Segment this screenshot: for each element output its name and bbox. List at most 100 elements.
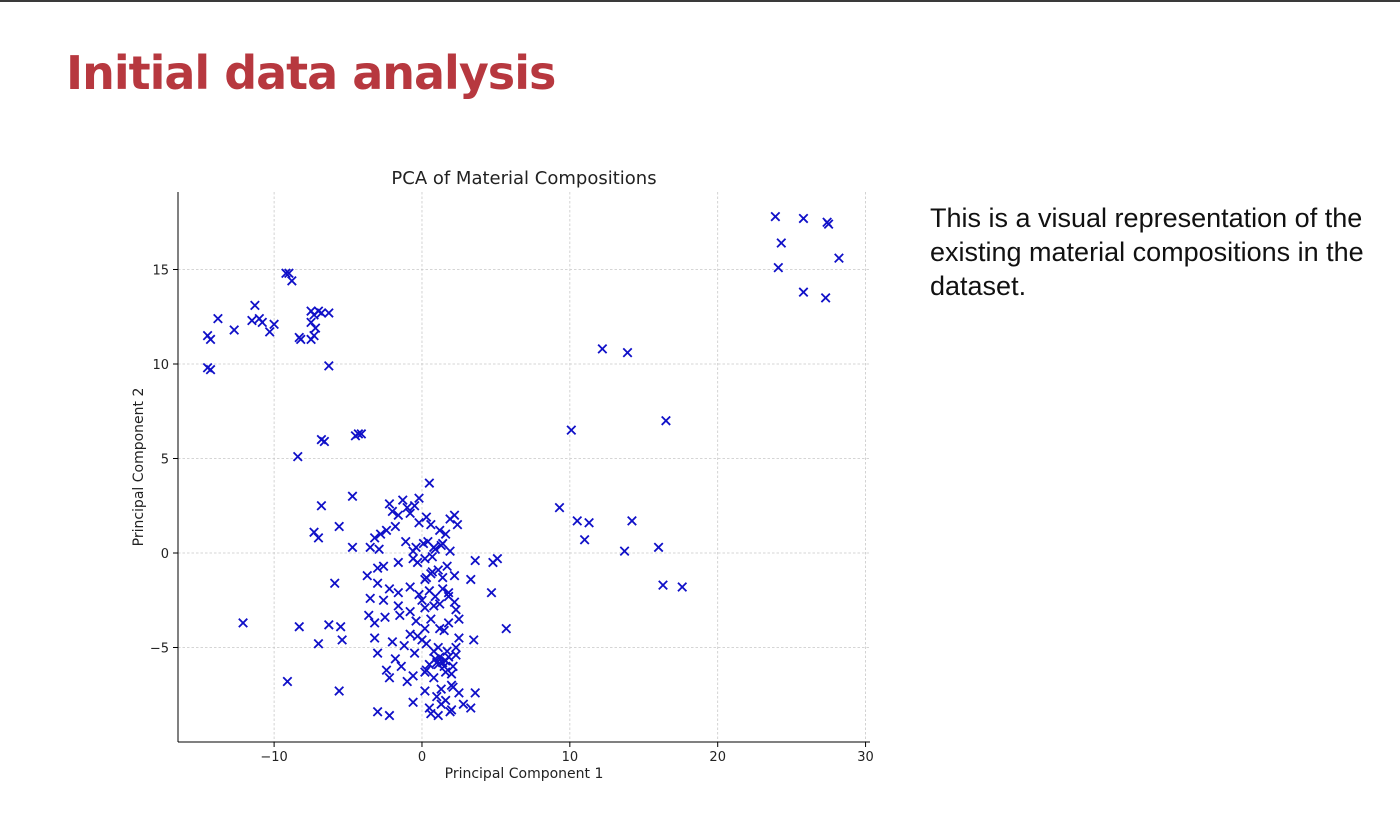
data-point	[409, 500, 420, 511]
data-point	[454, 614, 464, 625]
data-point	[393, 587, 404, 598]
data-point	[627, 515, 637, 526]
data-point	[622, 347, 633, 358]
data-point	[451, 604, 461, 615]
data-point	[384, 710, 395, 721]
data-point	[430, 591, 441, 602]
data-point	[449, 597, 460, 608]
data-point	[374, 544, 384, 555]
x-tick-label: 0	[418, 750, 426, 765]
chart-title: PCA of Material Compositions	[391, 168, 656, 189]
data-point	[365, 593, 376, 604]
data-point	[282, 676, 293, 687]
data-point	[414, 517, 424, 528]
data-point	[420, 667, 430, 677]
data-point	[400, 536, 411, 547]
data-point	[365, 542, 376, 553]
data-point	[414, 589, 424, 600]
data-point	[446, 669, 457, 679]
data-point	[424, 478, 435, 488]
data-point	[798, 287, 809, 298]
data-point	[440, 655, 451, 666]
data-point	[323, 619, 334, 630]
data-point	[776, 238, 787, 248]
data-point	[488, 557, 498, 568]
data-point	[584, 517, 594, 528]
top-divider	[0, 0, 1400, 2]
data-point	[433, 565, 444, 575]
slide-title: Initial data analysis	[66, 46, 556, 100]
data-point	[390, 521, 401, 532]
data-point	[653, 542, 664, 553]
data-point	[773, 262, 784, 273]
data-point	[425, 614, 436, 625]
y-tick-label: 10	[152, 358, 169, 373]
scatter-points	[202, 211, 844, 721]
data-point	[313, 533, 324, 543]
data-point	[334, 686, 345, 696]
data-point	[427, 551, 438, 562]
data-point	[420, 602, 430, 613]
data-point	[443, 587, 454, 598]
data-point	[418, 538, 429, 549]
data-point	[566, 425, 577, 436]
chart-axes	[177, 192, 870, 743]
data-point	[451, 650, 461, 660]
data-point	[353, 429, 364, 439]
data-point	[433, 659, 444, 670]
data-point	[421, 512, 432, 522]
data-point	[411, 542, 421, 553]
data-point	[294, 621, 305, 632]
data-point	[292, 451, 303, 462]
data-point	[384, 498, 395, 509]
data-point	[834, 253, 844, 264]
data-point	[465, 703, 476, 713]
data-point	[579, 534, 590, 545]
data-point	[434, 623, 445, 634]
data-point	[470, 687, 481, 698]
data-point	[387, 506, 398, 517]
data-point	[798, 213, 809, 224]
data-point	[310, 323, 321, 333]
data-point	[387, 636, 398, 647]
data-point	[247, 315, 257, 326]
x-tick-label: 10	[562, 750, 579, 765]
data-point	[347, 491, 358, 502]
pca-scatter-chart: PCA of Material Compositions −10 0 10 20 30−…	[131, 168, 874, 782]
data-point	[414, 493, 424, 504]
data-point	[440, 529, 451, 539]
data-point	[820, 292, 831, 303]
data-point	[286, 275, 297, 286]
data-point	[412, 557, 423, 568]
data-point	[372, 648, 383, 659]
y-tick-label: 5	[161, 452, 169, 467]
data-point	[381, 665, 392, 676]
data-point	[434, 525, 445, 536]
data-point	[369, 533, 380, 543]
data-point	[313, 638, 324, 649]
data-point	[202, 330, 213, 341]
slide-description: This is a visual representation of the e…	[930, 203, 1364, 301]
data-point	[437, 584, 448, 594]
y-tick-label: 15	[152, 263, 169, 278]
data-point	[264, 326, 275, 337]
data-point	[381, 525, 392, 536]
data-point	[434, 599, 445, 609]
data-point	[347, 542, 358, 553]
data-point	[390, 653, 401, 664]
data-point	[393, 601, 404, 611]
data-point	[420, 553, 430, 564]
data-point	[443, 618, 454, 628]
data-point	[454, 633, 464, 643]
data-point	[316, 500, 327, 511]
data-point	[465, 574, 476, 585]
data-point	[319, 436, 330, 447]
data-point	[295, 334, 306, 345]
data-point	[405, 629, 416, 640]
data-point	[436, 684, 447, 694]
data-point	[430, 653, 441, 664]
data-point	[448, 682, 458, 693]
data-point	[284, 268, 294, 279]
data-point	[420, 623, 430, 634]
data-point	[238, 618, 248, 628]
